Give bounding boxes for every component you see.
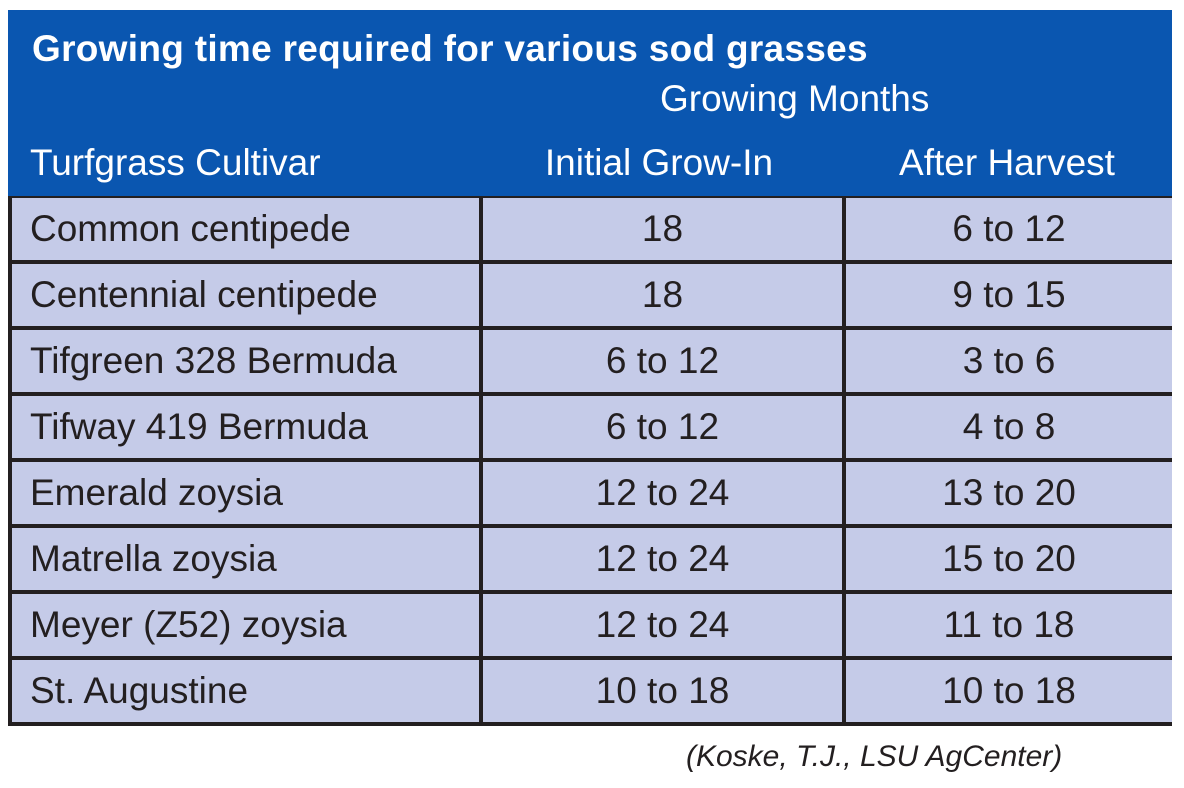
initial-grow-in-cell: 10 to 18 bbox=[483, 660, 842, 722]
cultivar-cell: Meyer (Z52) zoysia bbox=[12, 594, 479, 656]
initial-grow-in-cell: 12 to 24 bbox=[483, 528, 842, 590]
initial-grow-in-cell: 18 bbox=[483, 264, 842, 326]
table-row: St. Augustine 10 to 18 10 to 18 bbox=[12, 660, 1172, 722]
table-row: Meyer (Z52) zoysia 12 to 24 11 to 18 bbox=[12, 594, 1172, 656]
after-harvest-cell: 3 to 6 bbox=[846, 330, 1172, 392]
column-header-initial-grow-in: Initial Grow-In bbox=[544, 142, 774, 183]
table-header: Growing time required for various sod gr… bbox=[8, 10, 1172, 196]
column-header-cultivar: Turfgrass Cultivar bbox=[30, 142, 321, 183]
after-harvest-cell: 9 to 15 bbox=[846, 264, 1172, 326]
source-citation: (Koske, T.J., LSU AgCenter) bbox=[686, 740, 1063, 773]
after-harvest-cell: 4 to 8 bbox=[846, 396, 1172, 458]
cultivar-cell: St. Augustine bbox=[12, 660, 479, 722]
after-harvest-cell: 11 to 18 bbox=[846, 594, 1172, 656]
cultivar-cell: Emerald zoysia bbox=[12, 462, 479, 524]
sod-grass-table: Growing time required for various sod gr… bbox=[8, 10, 1172, 726]
table-row: Common centipede 18 6 to 12 bbox=[12, 198, 1172, 260]
cultivar-cell: Tifgreen 328 Bermuda bbox=[12, 330, 479, 392]
initial-grow-in-cell: 18 bbox=[483, 198, 842, 260]
table-row: Tifway 419 Bermuda 6 to 12 4 to 8 bbox=[12, 396, 1172, 458]
after-harvest-cell: 10 to 18 bbox=[846, 660, 1172, 722]
growing-months-header: Growing Months bbox=[660, 78, 930, 119]
table-row: Tifgreen 328 Bermuda 6 to 12 3 to 6 bbox=[12, 330, 1172, 392]
table-row: Centennial centipede 18 9 to 15 bbox=[12, 264, 1172, 326]
cultivar-cell: Tifway 419 Bermuda bbox=[12, 396, 479, 458]
cultivar-cell: Matrella zoysia bbox=[12, 528, 479, 590]
initial-grow-in-cell: 6 to 12 bbox=[483, 396, 842, 458]
initial-grow-in-cell: 12 to 24 bbox=[483, 462, 842, 524]
column-header-after-harvest: After Harvest bbox=[899, 142, 1115, 183]
initial-grow-in-cell: 12 to 24 bbox=[483, 594, 842, 656]
after-harvest-cell: 13 to 20 bbox=[846, 462, 1172, 524]
table-row: Emerald zoysia 12 to 24 13 to 20 bbox=[12, 462, 1172, 524]
after-harvest-cell: 15 to 20 bbox=[846, 528, 1172, 590]
cultivar-cell: Centennial centipede bbox=[12, 264, 479, 326]
table-body: Common centipede 18 6 to 12 Centennial c… bbox=[8, 196, 1172, 726]
after-harvest-cell: 6 to 12 bbox=[846, 198, 1172, 260]
initial-grow-in-cell: 6 to 12 bbox=[483, 330, 842, 392]
table-title: Growing time required for various sod gr… bbox=[32, 28, 868, 69]
table-row: Matrella zoysia 12 to 24 15 to 20 bbox=[12, 528, 1172, 590]
cultivar-cell: Common centipede bbox=[12, 198, 479, 260]
